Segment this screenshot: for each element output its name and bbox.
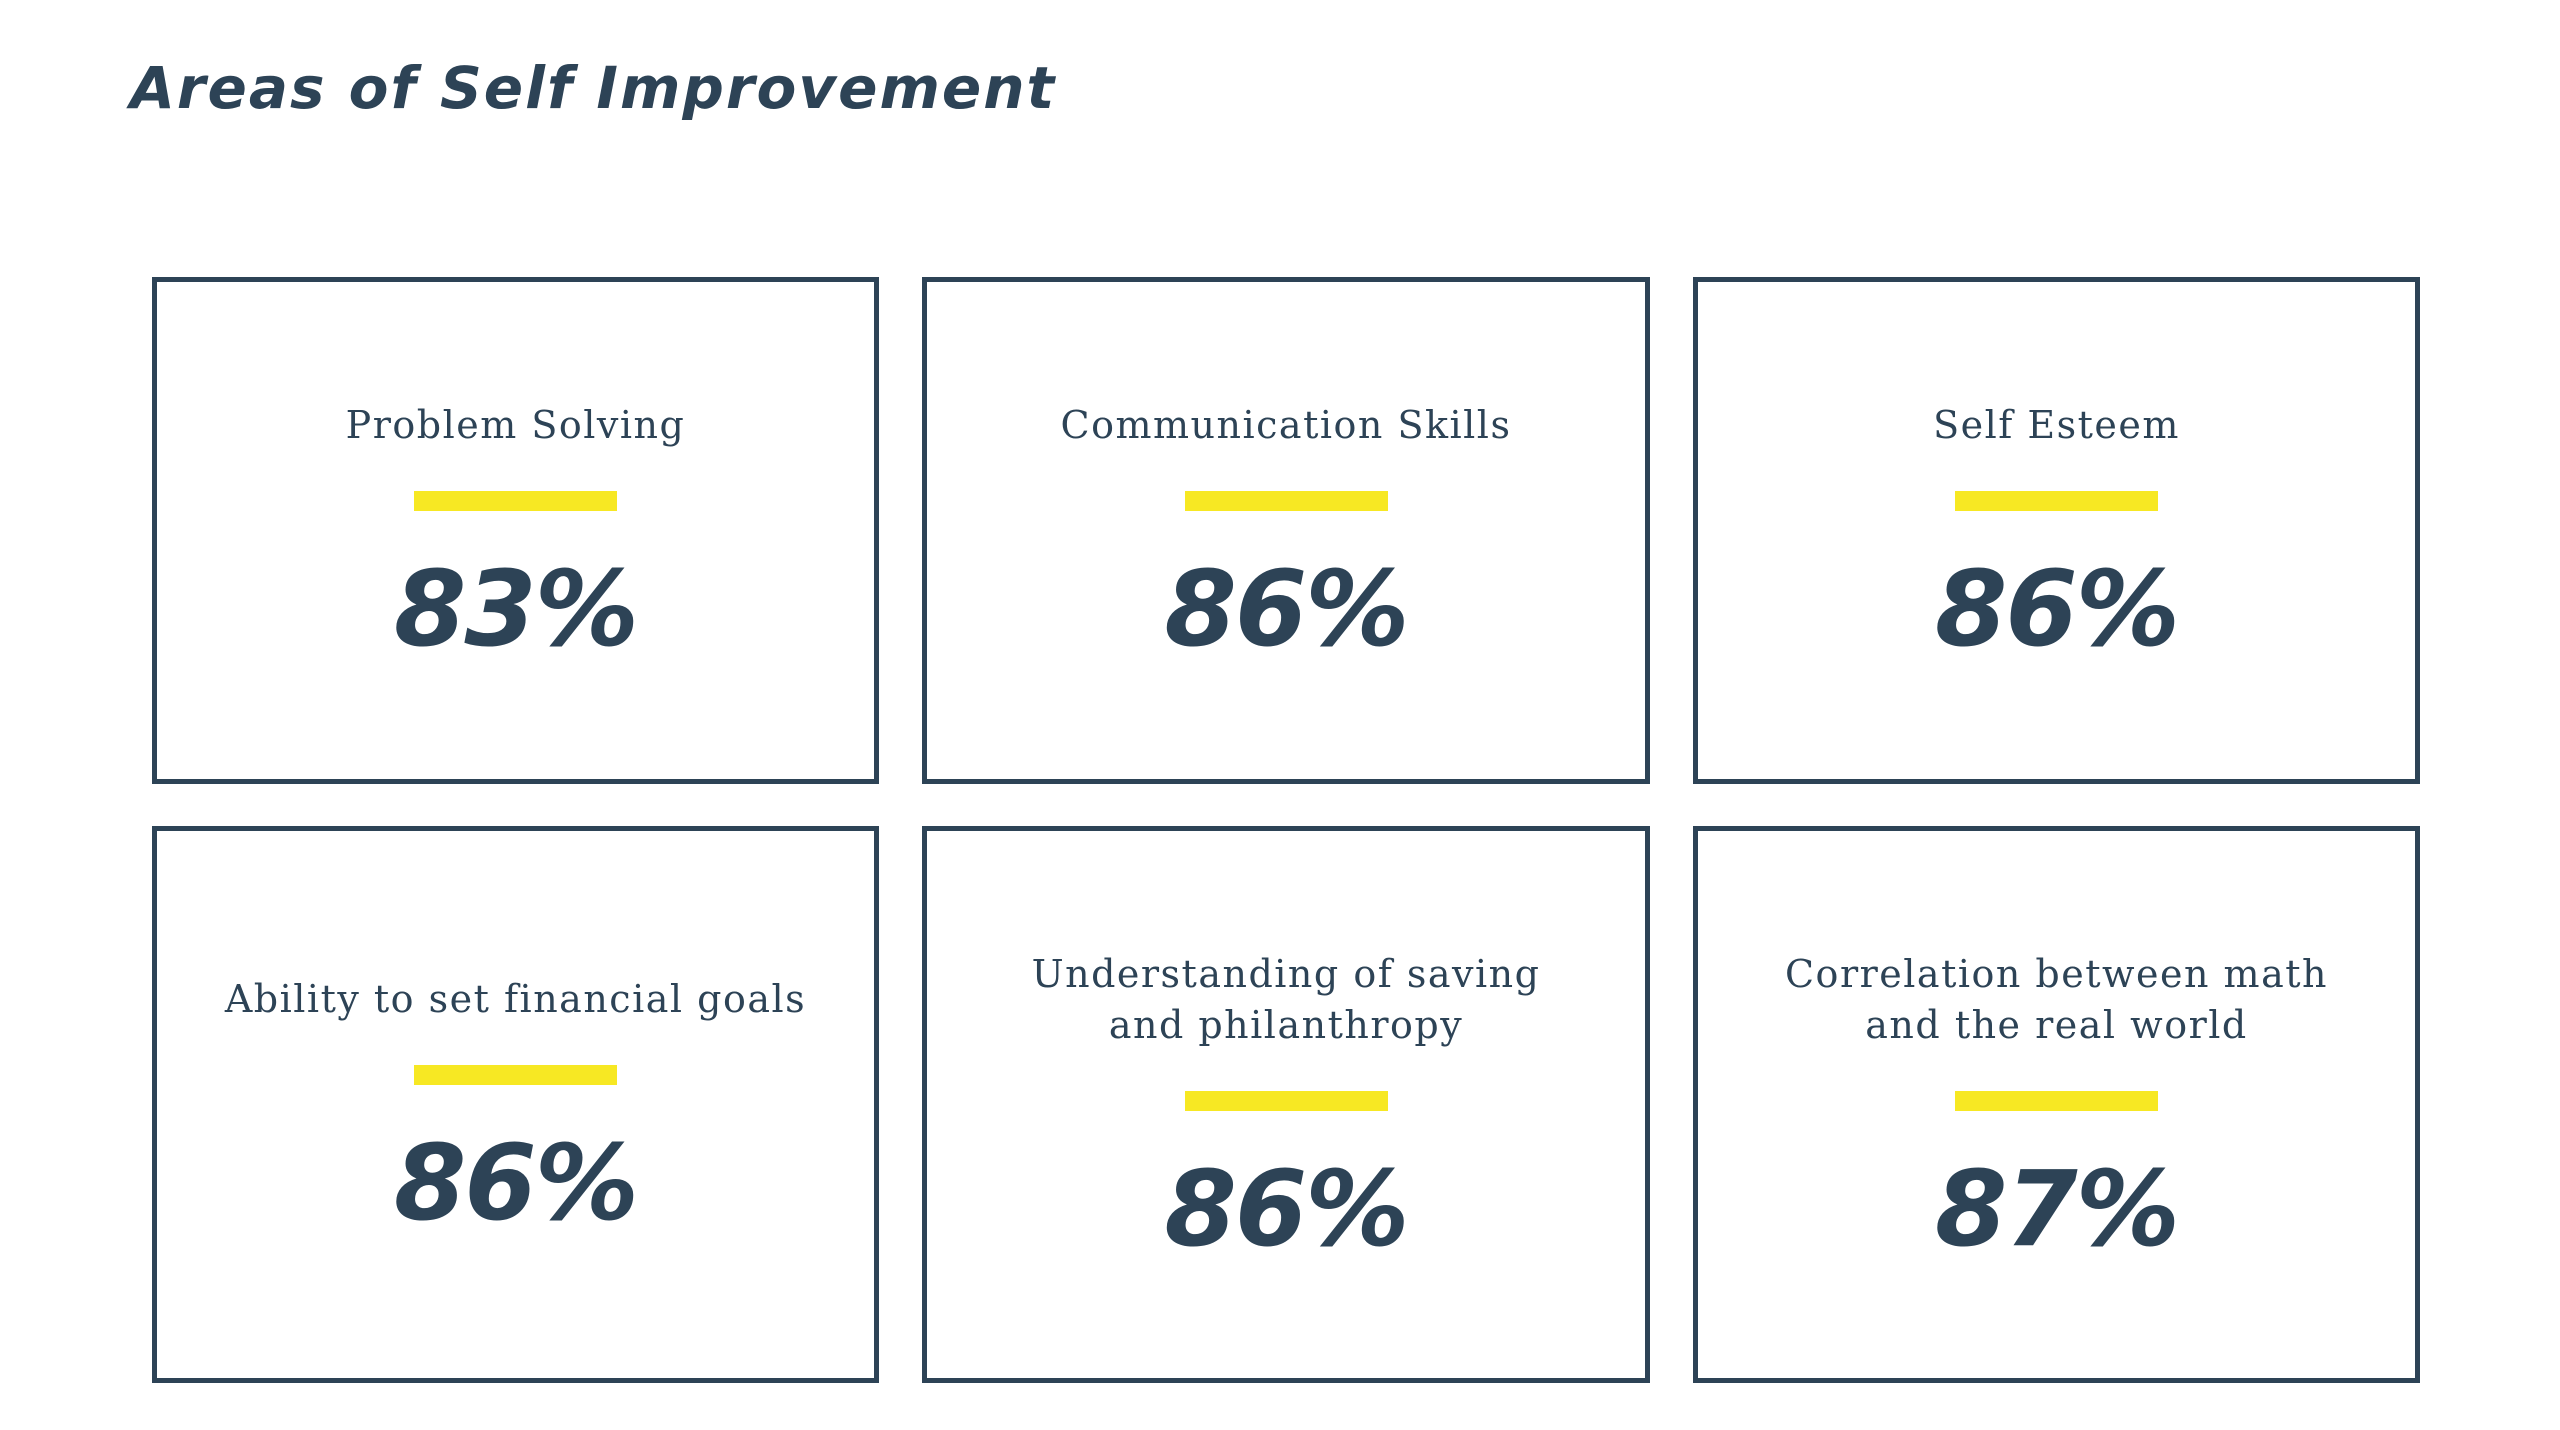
stat-card-financial-goals: Ability to set financial goals 86%	[152, 826, 879, 1383]
stat-card-label: Ability to set financial goals	[224, 977, 807, 1021]
stat-card-value: 87%	[1935, 1147, 2180, 1270]
stat-card-self-esteem: Self Esteem 86%	[1693, 277, 2420, 784]
stat-card-label: Correlation between math and the real wo…	[1784, 951, 2328, 1047]
stat-card-label: Communication Skills	[1060, 403, 1512, 447]
accent-bar	[1184, 1090, 1388, 1111]
accent-bar	[1184, 491, 1388, 511]
stat-card-value: 86%	[394, 1122, 639, 1244]
stat-card-value: 86%	[1164, 1147, 1410, 1270]
page-title: Areas of Self Improvement	[130, 54, 1057, 122]
stat-card-label: Problem Solving	[345, 403, 686, 447]
accent-bar	[1955, 1090, 2158, 1111]
stat-card-problem-solving: Problem Solving 83%	[152, 277, 879, 784]
stat-card-communication-skills: Communication Skills 86%	[922, 277, 1650, 784]
accent-bar	[414, 1065, 617, 1085]
stat-card-value: 86%	[1164, 548, 1410, 670]
stat-card-value: 86%	[1935, 548, 2180, 670]
stat-card-label: Understanding of saving and philanthropy	[1031, 951, 1541, 1047]
accent-bar	[414, 491, 617, 511]
stat-card-math-real-world: Correlation between math and the real wo…	[1693, 826, 2420, 1383]
stat-card-value: 83%	[394, 548, 639, 670]
stat-card-saving-philanthropy: Understanding of saving and philanthropy…	[922, 826, 1650, 1383]
stat-card-label: Self Esteem	[1933, 403, 2180, 447]
accent-bar	[1955, 491, 2158, 511]
